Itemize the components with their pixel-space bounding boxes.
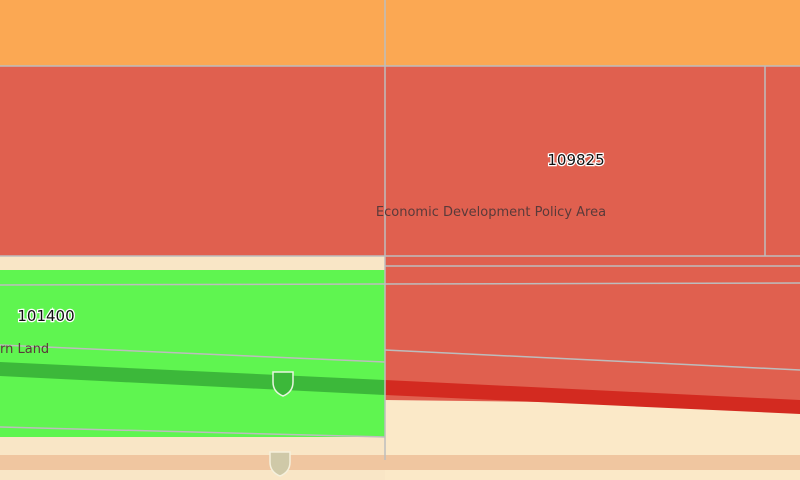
red-parcel: [385, 256, 800, 406]
red-parcel: [0, 66, 800, 256]
road: [385, 380, 800, 414]
zone-label: rn Land: [0, 342, 49, 357]
orange-parcel: [0, 0, 800, 66]
zone-label: Economic Development Policy Area: [376, 205, 606, 220]
parcel-id: 109825: [547, 151, 604, 169]
road: [0, 455, 800, 470]
parcel-id: 101400: [17, 307, 74, 325]
route-shield: [269, 371, 294, 477]
boundaries: [0, 0, 800, 460]
